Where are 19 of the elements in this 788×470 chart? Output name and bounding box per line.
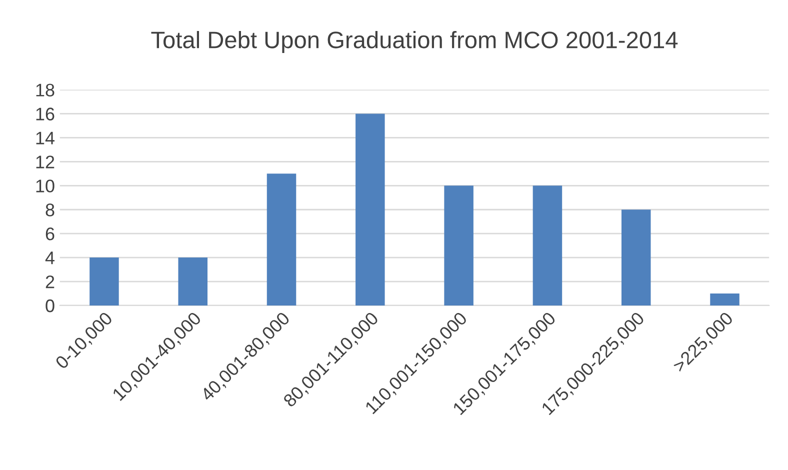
bar <box>178 258 208 306</box>
chart-title: Total Debt Upon Graduation from MCO 2001-2014 <box>151 30 678 54</box>
bar <box>356 114 385 306</box>
y-tick-label: 6 <box>46 228 54 240</box>
y-tick-label: 10 <box>36 180 54 192</box>
y-tick-label: 4 <box>45 252 54 264</box>
bar <box>621 210 651 306</box>
y-tick-label: 8 <box>46 204 54 216</box>
y-tick-label: 14 <box>36 132 54 144</box>
y-tick-label: 0 <box>46 299 54 312</box>
bar <box>266 174 296 306</box>
bar <box>90 258 119 306</box>
bar <box>532 186 562 306</box>
bar <box>444 186 474 306</box>
bar <box>710 294 740 306</box>
y-tick-label: 16 <box>36 108 54 120</box>
y-tick-label: 12 <box>36 156 54 168</box>
y-tick-label: 2 <box>46 275 54 288</box>
y-tick-label: 18 <box>36 84 54 96</box>
